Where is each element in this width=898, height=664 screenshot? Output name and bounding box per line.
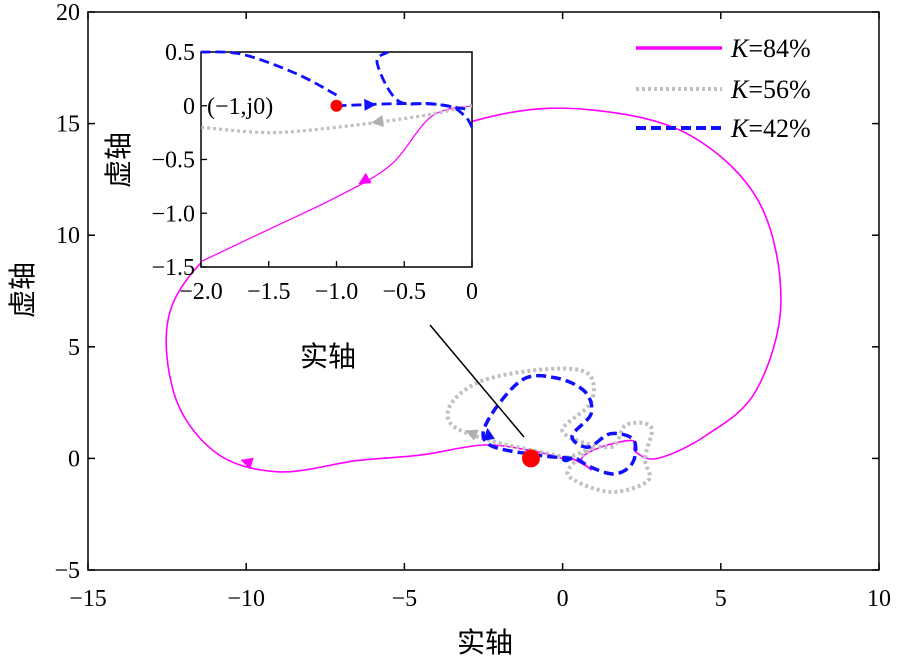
legend-label-42: K=42% <box>730 114 811 143</box>
inset-leader-line <box>429 324 525 438</box>
x-tick-label: 5 <box>715 586 727 612</box>
inset-y-tick-label: −0.5 <box>151 148 195 174</box>
y-tick-label: −5 <box>54 558 80 584</box>
x-tick-label: 10 <box>867 586 891 612</box>
y-tick-label: 20 <box>56 0 80 26</box>
direction-arrow <box>465 429 479 441</box>
series-line-42 <box>481 373 638 476</box>
main-ticks: −15 −10 −5 0 5 10 −5 0 5 10 15 20 <box>54 0 891 612</box>
inset-y-tick-label: 0 <box>183 94 195 120</box>
x-tick-label: 0 <box>557 586 569 612</box>
inset-y-tick-label: −1.5 <box>151 255 195 281</box>
inset-frame <box>200 51 473 268</box>
direction-arrow <box>358 172 372 185</box>
x-tick-label: −5 <box>392 586 418 612</box>
y-tick-label: 10 <box>56 223 80 249</box>
series-line-56 <box>445 366 654 494</box>
direction-arrow <box>364 98 377 111</box>
inset-series <box>200 50 474 263</box>
x-axis-label: 实轴 <box>457 626 513 659</box>
critical-point-annotation: (−1,j0) <box>207 94 273 120</box>
direction-arrow <box>371 115 384 127</box>
legend: K=84% K=56% K=42% <box>636 34 811 143</box>
series-line-84 <box>165 107 782 473</box>
inset-x-tick-label: −1.0 <box>315 279 359 305</box>
inset-ticks: −2.0 −1.5 −1.0 −0.5 00.50−0.5−1.0−1.5 <box>151 40 478 305</box>
y-axis-label: 虚轴 <box>6 262 39 318</box>
critical-point-marker <box>521 449 540 468</box>
inset-critical-point-marker <box>330 99 343 112</box>
y-tick-label: 5 <box>68 335 80 361</box>
inset-x-tick-label: −1.5 <box>247 279 291 305</box>
main-series <box>165 107 782 494</box>
inset-x-tick-label: −0.5 <box>382 279 426 305</box>
direction-arrow <box>240 457 254 470</box>
inset-series-line <box>200 50 338 97</box>
direction-arrow <box>483 427 495 441</box>
x-tick-label: −10 <box>227 586 265 612</box>
inset-y-axis-label: 虚轴 <box>102 132 135 188</box>
y-tick-label: 0 <box>68 446 80 472</box>
inset-x-tick-label: 0 <box>466 279 478 305</box>
inset-series-line <box>375 50 466 111</box>
inset-x-axis-label: 实轴 <box>300 340 356 373</box>
legend-label-84: K=84% <box>730 34 811 63</box>
x-tick-label: −15 <box>69 586 107 612</box>
inset-series-line <box>200 105 473 263</box>
inset-y-tick-label: −1.0 <box>151 201 195 227</box>
inset-y-tick-label: 0.5 <box>165 40 195 66</box>
legend-label-56: K=56% <box>730 75 811 104</box>
inset-x-tick-label: −2.0 <box>179 279 223 305</box>
y-tick-label: 15 <box>56 112 80 138</box>
